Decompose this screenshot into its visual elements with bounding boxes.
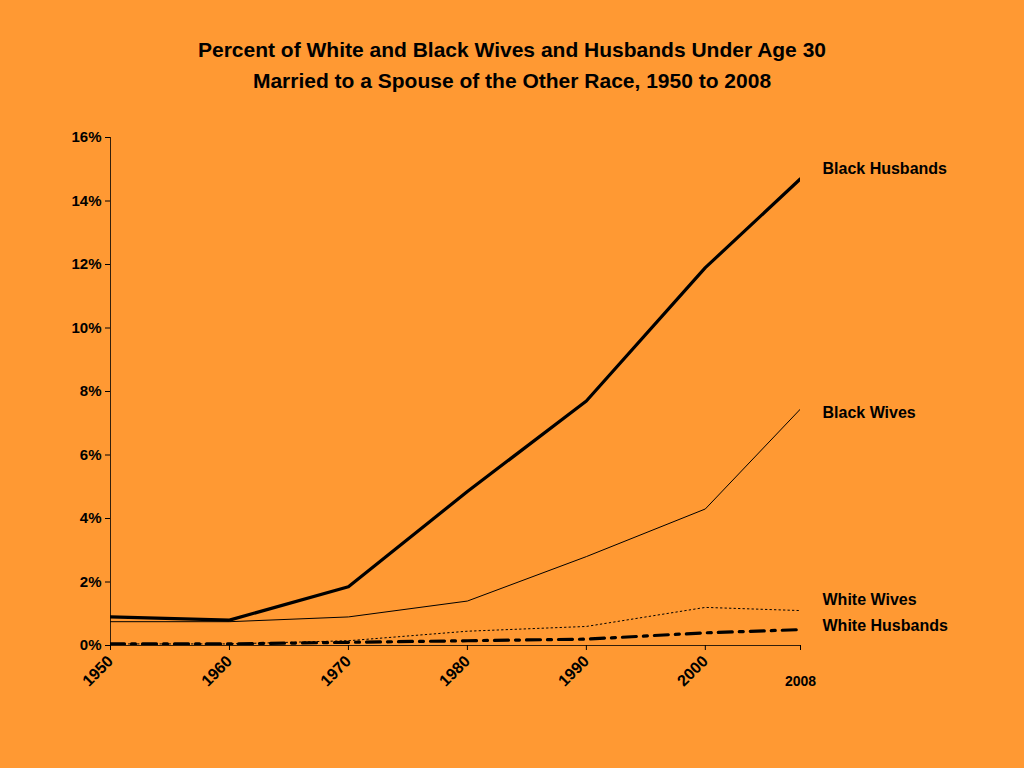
svg-text:10%: 10% xyxy=(71,319,101,336)
svg-text:14%: 14% xyxy=(71,192,101,209)
svg-text:2008: 2008 xyxy=(785,673,816,689)
svg-text:1950: 1950 xyxy=(79,652,116,689)
svg-text:Black Husbands: Black Husbands xyxy=(823,160,948,177)
svg-text:8%: 8% xyxy=(80,382,102,399)
svg-text:1990: 1990 xyxy=(555,652,592,689)
svg-text:6%: 6% xyxy=(80,446,102,463)
svg-text:White Husbands: White Husbands xyxy=(823,617,948,634)
svg-text:Black Wives: Black Wives xyxy=(823,404,916,421)
svg-text:1970: 1970 xyxy=(317,652,354,689)
html-text:Percent of White and Black Wiv: Percent of White and Black Wives and Hus… xyxy=(198,38,826,61)
svg-text:2%: 2% xyxy=(80,573,102,590)
svg-text:1960: 1960 xyxy=(198,652,235,689)
svg-text:4%: 4% xyxy=(80,509,102,526)
svg-text:16%: 16% xyxy=(71,128,101,145)
html-text:Married to a Spouse of the Oth: Married to a Spouse of the Other Race, 1… xyxy=(252,69,772,92)
svg-text:12%: 12% xyxy=(71,255,101,272)
svg-text:1980: 1980 xyxy=(436,652,473,689)
svg-text:White Wives: White Wives xyxy=(823,591,917,608)
svg-text:2000: 2000 xyxy=(674,652,711,689)
svg-text:0%: 0% xyxy=(80,636,102,653)
